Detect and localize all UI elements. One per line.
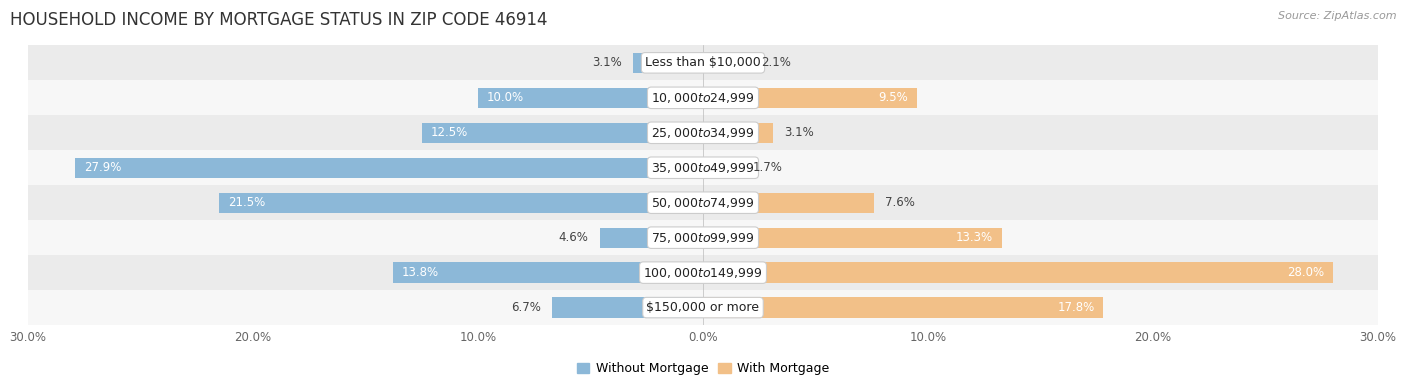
Text: $75,000 to $99,999: $75,000 to $99,999 [651,231,755,245]
Text: 4.6%: 4.6% [558,231,588,244]
Bar [28,115,1378,150]
Bar [703,192,875,213]
Bar [703,158,741,178]
Text: 17.8%: 17.8% [1057,301,1094,314]
Text: 3.1%: 3.1% [592,56,621,69]
Bar [392,262,703,283]
Bar [28,255,1378,290]
Text: 7.6%: 7.6% [886,196,915,209]
Bar [28,81,1378,115]
Text: 10.0%: 10.0% [486,91,524,104]
Bar [28,290,1378,325]
Bar [703,122,773,143]
Bar [76,158,703,178]
Text: 6.7%: 6.7% [512,301,541,314]
Text: 13.8%: 13.8% [402,266,439,279]
Bar [28,150,1378,185]
Text: 28.0%: 28.0% [1286,266,1324,279]
Text: $100,000 to $149,999: $100,000 to $149,999 [644,266,762,280]
Text: Source: ZipAtlas.com: Source: ZipAtlas.com [1278,11,1396,21]
Bar [422,122,703,143]
Text: Less than $10,000: Less than $10,000 [645,56,761,69]
Bar [28,45,1378,81]
Bar [28,185,1378,220]
Text: HOUSEHOLD INCOME BY MORTGAGE STATUS IN ZIP CODE 46914: HOUSEHOLD INCOME BY MORTGAGE STATUS IN Z… [10,11,547,29]
Bar [28,220,1378,255]
Bar [703,53,751,73]
Text: $150,000 or more: $150,000 or more [647,301,759,314]
Bar [599,228,703,248]
Text: 27.9%: 27.9% [84,161,122,174]
Bar [703,228,1002,248]
Text: 12.5%: 12.5% [430,126,468,139]
Text: $25,000 to $34,999: $25,000 to $34,999 [651,126,755,140]
Text: 1.7%: 1.7% [752,161,782,174]
Bar [633,53,703,73]
Bar [478,88,703,108]
Text: 9.5%: 9.5% [877,91,908,104]
Bar [553,297,703,318]
Text: 21.5%: 21.5% [228,196,266,209]
Bar [703,88,917,108]
Text: 2.1%: 2.1% [762,56,792,69]
Text: 13.3%: 13.3% [956,231,993,244]
Bar [703,262,1333,283]
Bar [703,297,1104,318]
Text: 3.1%: 3.1% [785,126,814,139]
Text: $10,000 to $24,999: $10,000 to $24,999 [651,91,755,105]
Bar [219,192,703,213]
Text: $50,000 to $74,999: $50,000 to $74,999 [651,196,755,210]
Legend: Without Mortgage, With Mortgage: Without Mortgage, With Mortgage [572,357,834,378]
Text: $35,000 to $49,999: $35,000 to $49,999 [651,161,755,175]
